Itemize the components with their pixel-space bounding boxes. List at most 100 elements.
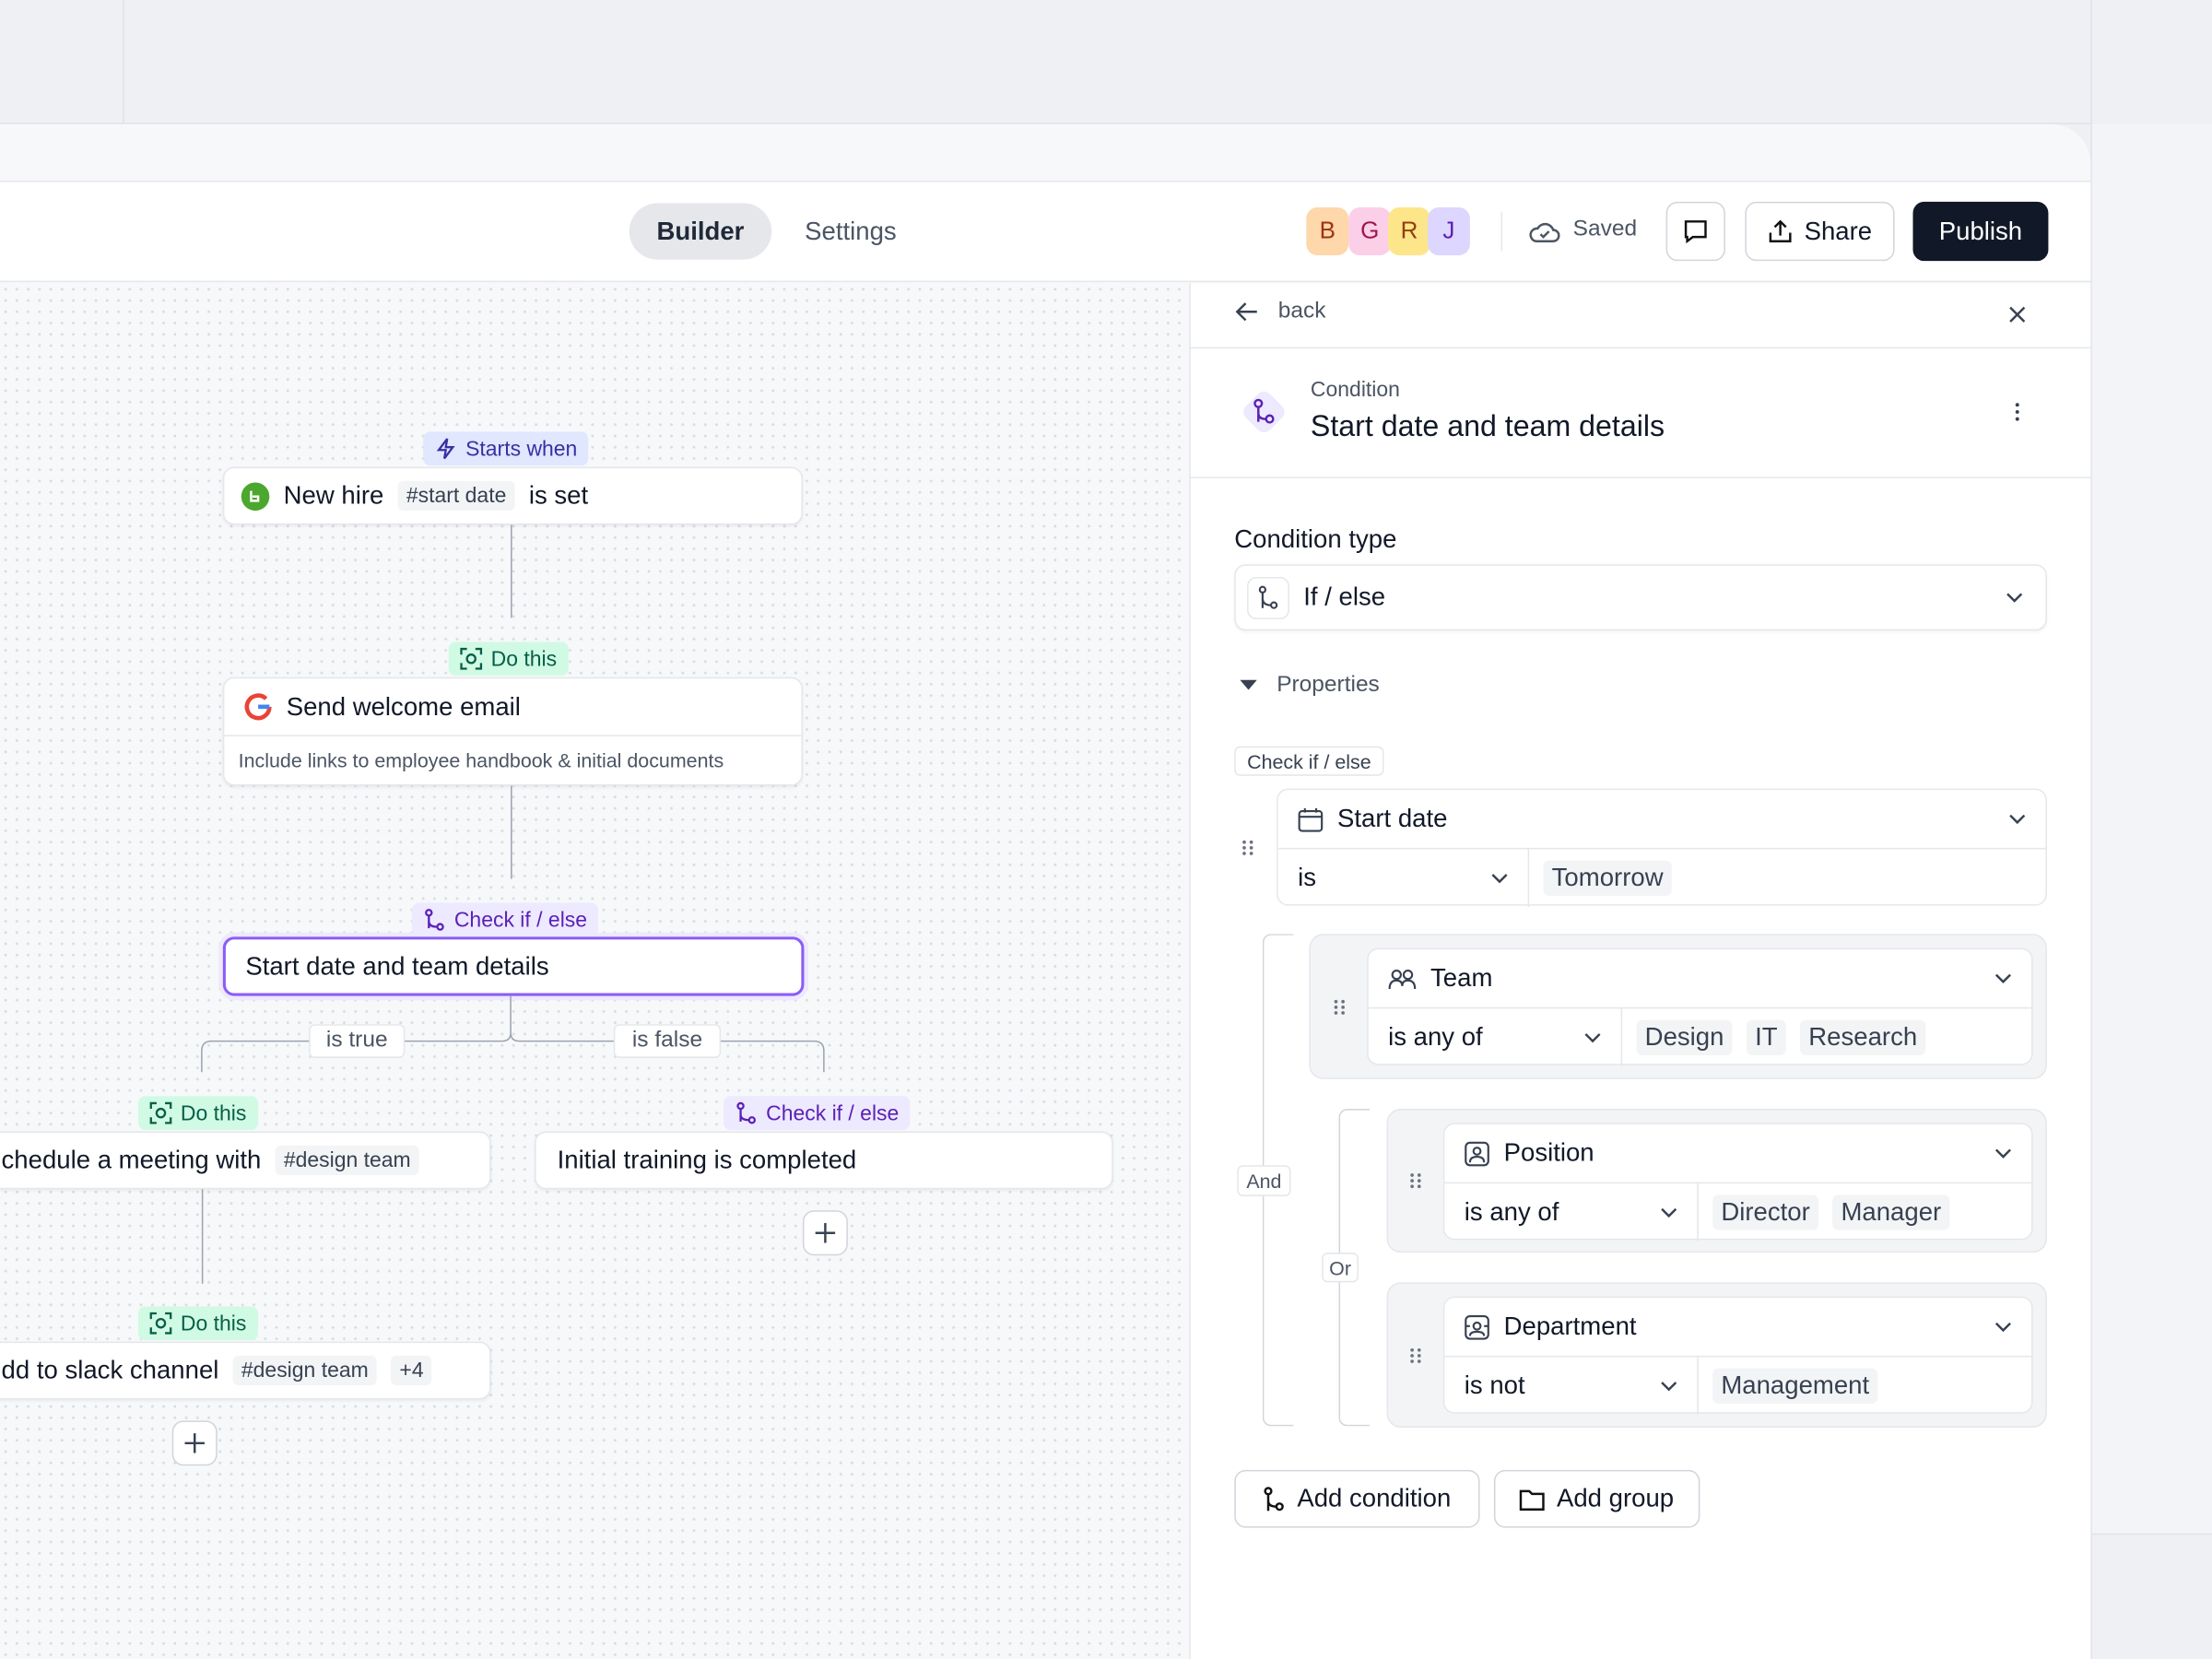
graphic bbox=[1261, 592, 1272, 607]
workflow-node[interactable]: dd to slack channel #design team +4 bbox=[0, 1341, 491, 1400]
graphic bbox=[1661, 1381, 1677, 1391]
workflow-node[interactable]: Initial training is completed bbox=[535, 1131, 1113, 1190]
properties-toggle[interactable]: Properties bbox=[1240, 673, 1380, 699]
avatar[interactable]: B bbox=[1306, 206, 1349, 256]
graphic bbox=[1529, 222, 1560, 242]
graphic bbox=[425, 909, 444, 931]
operator-select[interactable]: is bbox=[1278, 849, 1530, 908]
workflow-node[interactable]: Send welcome email Include links to empl… bbox=[222, 677, 803, 786]
operator-select[interactable]: is any of bbox=[1369, 1008, 1623, 1067]
drag-handle[interactable] bbox=[1333, 999, 1346, 1016]
operator-select[interactable]: is any of bbox=[1444, 1183, 1699, 1241]
graphic bbox=[1994, 1147, 2011, 1159]
field-select[interactable]: Start date bbox=[1277, 790, 2046, 850]
graphic bbox=[149, 1312, 172, 1335]
more-menu[interactable] bbox=[2015, 402, 2020, 421]
graphic bbox=[1410, 1347, 1414, 1352]
graphic bbox=[250, 489, 260, 501]
graphic bbox=[149, 1312, 172, 1335]
graphic bbox=[1994, 1322, 2011, 1332]
graphic bbox=[1661, 1381, 1677, 1391]
connector bbox=[511, 524, 512, 618]
field-select[interactable]: Team bbox=[1368, 949, 2032, 1009]
button-label: Add condition bbox=[1297, 1484, 1452, 1512]
graphic: is not Management bbox=[1444, 1357, 2031, 1416]
tab[interactable]: Builder bbox=[629, 203, 772, 260]
node-title: Start date and team details bbox=[245, 951, 549, 981]
toolbar bbox=[0, 180, 2091, 283]
value-chip: Management bbox=[1712, 1368, 1878, 1404]
avatar[interactable]: J bbox=[1427, 206, 1470, 256]
graphic bbox=[428, 915, 438, 929]
graphic bbox=[1402, 969, 1414, 980]
graphic bbox=[1243, 391, 1285, 433]
graphic bbox=[1417, 1354, 1421, 1358]
workflow-node-selected[interactable]: Start date and team details bbox=[222, 936, 805, 996]
graphic bbox=[2015, 409, 2019, 414]
node-title: Send welcome email bbox=[286, 691, 521, 721]
graphic bbox=[1520, 1488, 1546, 1511]
graphic bbox=[425, 909, 433, 917]
drag-handle[interactable] bbox=[1241, 840, 1254, 856]
graphic bbox=[155, 1107, 167, 1119]
graphic bbox=[1465, 1314, 1489, 1339]
graphic bbox=[815, 1223, 836, 1243]
workflow-node[interactable]: New hire #start date is set bbox=[222, 466, 803, 525]
field-label: Condition type bbox=[1234, 524, 1397, 553]
publish-button[interactable]: Publish bbox=[1912, 201, 2049, 262]
graphic bbox=[184, 1433, 205, 1453]
condition-type-select[interactable]: If / else bbox=[1234, 564, 2047, 631]
close-button[interactable] bbox=[2009, 306, 2026, 323]
avatar[interactable]: R bbox=[1388, 206, 1431, 256]
tag-label: Do this bbox=[180, 1100, 247, 1125]
graphic bbox=[1417, 1347, 1421, 1352]
graphic bbox=[1265, 1486, 1285, 1511]
graphic bbox=[1247, 576, 1289, 619]
graphic bbox=[739, 1109, 749, 1122]
graphic bbox=[1410, 1179, 1414, 1182]
share-button[interactable]: Share bbox=[1745, 201, 1895, 262]
graphic bbox=[1235, 302, 1257, 322]
graphic bbox=[1417, 1179, 1421, 1182]
add-group-button[interactable]: Add group bbox=[1493, 1469, 1700, 1528]
tag-label: Check if / else bbox=[766, 1100, 900, 1125]
graphic bbox=[1472, 1321, 1482, 1330]
graphic bbox=[1994, 1147, 2011, 1159]
add-step-button[interactable] bbox=[171, 1420, 218, 1466]
drag-handle[interactable] bbox=[1409, 1172, 1422, 1189]
graphic bbox=[2015, 403, 2019, 407]
graphic bbox=[436, 438, 455, 460]
tag-label: Check if / else bbox=[453, 907, 588, 932]
graphic bbox=[1249, 852, 1253, 855]
operator-select[interactable]: is not bbox=[1444, 1357, 1699, 1416]
value-chip: Manager bbox=[1832, 1194, 1950, 1230]
graphic bbox=[1410, 1347, 1421, 1363]
graphic bbox=[1242, 852, 1246, 855]
field-select[interactable]: Position bbox=[1444, 1124, 2032, 1184]
divider bbox=[1500, 211, 1503, 252]
back-link[interactable]: back bbox=[1235, 299, 1325, 324]
graphic bbox=[1298, 807, 1324, 831]
graphic bbox=[1584, 1032, 1601, 1042]
comment-button[interactable] bbox=[1665, 201, 1725, 262]
node-tag: Check if / else bbox=[411, 902, 599, 937]
drag-handle[interactable] bbox=[1409, 1347, 1422, 1364]
tab[interactable]: Settings bbox=[805, 216, 897, 245]
condition-card: Start date is Tomorrow bbox=[1277, 788, 2047, 908]
operator: is bbox=[1298, 863, 1317, 892]
graphic bbox=[1334, 999, 1345, 1015]
operator: is any of bbox=[1464, 1197, 1559, 1227]
node-title: chedule a meeting with bbox=[1, 1145, 262, 1174]
node-tag: Do this bbox=[137, 1306, 258, 1341]
section-label: Properties bbox=[1277, 673, 1380, 698]
graphic bbox=[1341, 1011, 1345, 1015]
add-step-button[interactable] bbox=[802, 1210, 848, 1256]
field-select[interactable]: Department bbox=[1444, 1298, 2032, 1358]
graphic bbox=[1769, 219, 1792, 242]
graphic bbox=[1684, 220, 1707, 244]
avatar[interactable]: G bbox=[1348, 206, 1392, 256]
graphic bbox=[1472, 1146, 1482, 1156]
workflow-node[interactable]: chedule a meeting with #design team bbox=[0, 1131, 491, 1190]
add-condition-button[interactable]: Add condition bbox=[1234, 1469, 1480, 1528]
